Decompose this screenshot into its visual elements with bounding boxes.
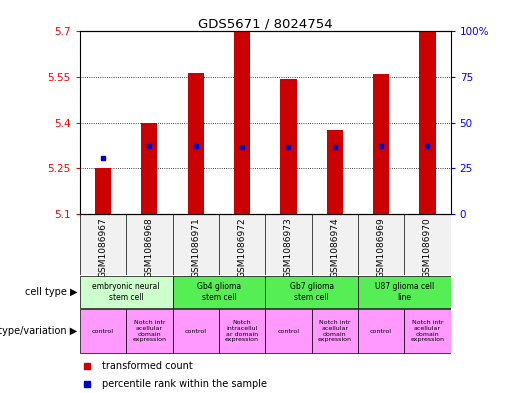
Text: control: control	[185, 329, 207, 334]
Bar	[265, 276, 358, 308]
Bar	[187, 73, 204, 214]
Text: genotype/variation ▶: genotype/variation ▶	[0, 326, 77, 336]
Bar	[265, 214, 312, 275]
Bar	[312, 309, 358, 353]
Bar	[358, 309, 404, 353]
Text: Notch intr
acellular
domain
expression: Notch intr acellular domain expression	[132, 320, 166, 342]
Text: U87 glioma cell
line: U87 glioma cell line	[374, 282, 434, 301]
Text: Gb7 glioma
stem cell: Gb7 glioma stem cell	[289, 282, 334, 301]
Text: Notch
intracellul
ar domain
expression: Notch intracellul ar domain expression	[225, 320, 259, 342]
Text: control: control	[370, 329, 392, 334]
Text: GSM1086968: GSM1086968	[145, 217, 154, 278]
Text: GSM1086972: GSM1086972	[237, 217, 247, 278]
Bar	[419, 31, 436, 214]
Bar	[126, 214, 173, 275]
Text: control: control	[92, 329, 114, 334]
Bar	[404, 214, 451, 275]
Bar	[173, 309, 219, 353]
Bar	[80, 276, 173, 308]
Text: embryonic neural
stem cell: embryonic neural stem cell	[92, 282, 160, 301]
Bar	[95, 169, 111, 214]
Text: GSM1086967: GSM1086967	[98, 217, 108, 278]
Text: Gb4 glioma
stem cell: Gb4 glioma stem cell	[197, 282, 241, 301]
Bar	[373, 74, 389, 214]
Text: GSM1086973: GSM1086973	[284, 217, 293, 278]
Bar	[80, 309, 126, 353]
Bar	[173, 276, 265, 308]
Bar	[404, 309, 451, 353]
Bar	[280, 79, 297, 214]
Title: GDS5671 / 8024754: GDS5671 / 8024754	[198, 17, 333, 30]
Text: Notch intr
acellular
domain
expression: Notch intr acellular domain expression	[410, 320, 444, 342]
Text: GSM1086974: GSM1086974	[330, 217, 339, 278]
Text: GSM1086970: GSM1086970	[423, 217, 432, 278]
Bar	[234, 31, 250, 214]
Text: GSM1086969: GSM1086969	[376, 217, 386, 278]
Text: GSM1086971: GSM1086971	[191, 217, 200, 278]
Bar	[358, 276, 451, 308]
Bar	[265, 309, 312, 353]
Text: Notch intr
acellular
domain
expression: Notch intr acellular domain expression	[318, 320, 352, 342]
Bar	[219, 214, 265, 275]
Bar	[141, 123, 158, 214]
Bar	[312, 214, 358, 275]
Bar	[358, 214, 404, 275]
Text: cell type ▶: cell type ▶	[25, 287, 77, 297]
Bar	[80, 214, 126, 275]
Bar	[219, 309, 265, 353]
Text: transformed count: transformed count	[102, 362, 193, 371]
Bar	[327, 130, 343, 214]
Bar	[173, 214, 219, 275]
Text: control: control	[278, 329, 299, 334]
Text: percentile rank within the sample: percentile rank within the sample	[102, 379, 267, 389]
Bar	[126, 309, 173, 353]
